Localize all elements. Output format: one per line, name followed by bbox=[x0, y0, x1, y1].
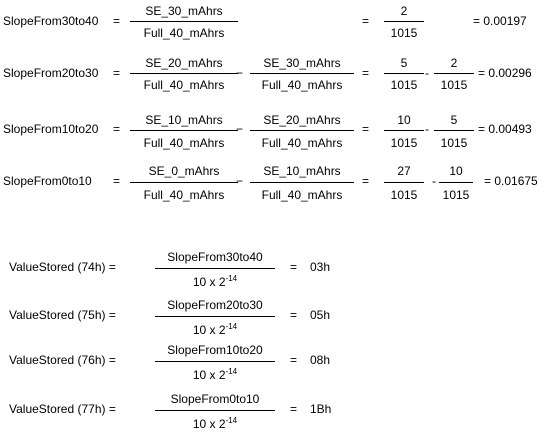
fraction-bar bbox=[384, 21, 424, 22]
fraction-bar bbox=[434, 73, 474, 74]
value-denominator: 1015 bbox=[440, 78, 468, 92]
minus-sign: - bbox=[432, 174, 436, 188]
stored-denominator: 10 x 2-14 bbox=[192, 274, 238, 289]
fraction-bar bbox=[384, 73, 424, 74]
fraction-bar bbox=[130, 21, 238, 22]
equals-sign: = bbox=[362, 14, 370, 28]
fraction-bar bbox=[434, 130, 474, 131]
fraction-bar bbox=[250, 130, 354, 131]
stored-denominator: 10 x 2-14 bbox=[192, 367, 238, 382]
value-numerator: 5 bbox=[400, 56, 408, 70]
value-denominator: 1015 bbox=[390, 26, 418, 40]
fraction-bar bbox=[439, 182, 473, 183]
equals-sign: = bbox=[290, 353, 298, 367]
fraction-bar bbox=[130, 130, 238, 131]
fraction-numerator: SE_20_mAhrs bbox=[145, 56, 223, 70]
slope-result: = 0.00197 bbox=[473, 14, 527, 28]
fraction-bar bbox=[155, 410, 275, 411]
equals-sign: = bbox=[362, 122, 370, 136]
slope-label: SlopeFrom0to10 bbox=[3, 174, 92, 188]
fraction-numerator: SE_10_mAhrs bbox=[145, 113, 223, 127]
fraction-denominator: Full_40_mAhrs bbox=[261, 136, 343, 150]
fraction-numerator: SE_0_mAhrs bbox=[148, 164, 220, 178]
minus-sign: − bbox=[236, 122, 244, 136]
stored-denominator: 10 x 2-14 bbox=[192, 322, 238, 337]
value-numerator: 5 bbox=[450, 113, 458, 127]
fraction-numerator: SE_10_mAhrs bbox=[263, 164, 341, 178]
slope-result: = 0.00493 bbox=[478, 122, 532, 136]
value-denominator: 1015 bbox=[390, 136, 418, 150]
equals-sign: = bbox=[290, 308, 298, 322]
minus-sign: − bbox=[236, 66, 244, 80]
equals-sign: = bbox=[362, 174, 370, 188]
exponent: -14 bbox=[225, 322, 238, 331]
minus-sign: - bbox=[425, 122, 429, 136]
minus-sign: − bbox=[236, 174, 244, 188]
equals-sign: = bbox=[113, 122, 121, 136]
value-denominator: 1015 bbox=[442, 188, 470, 202]
slope-label: SlopeFrom20to30 bbox=[3, 66, 99, 80]
stored-numerator: SlopeFrom0to10 bbox=[170, 392, 260, 406]
equals-sign: = bbox=[113, 66, 121, 80]
equals-sign: = bbox=[290, 402, 298, 416]
value-denominator: 1015 bbox=[390, 188, 418, 202]
value-numerator: 27 bbox=[397, 164, 411, 178]
fraction-bar bbox=[155, 361, 275, 362]
value-stored-label: ValueStored (77h) = bbox=[9, 402, 116, 416]
value-numerator: 10 bbox=[397, 113, 411, 127]
stored-numerator: SlopeFrom30to40 bbox=[167, 250, 263, 264]
fraction-denominator: Full_40_mAhrs bbox=[143, 188, 225, 202]
stored-denominator: 10 x 2-14 bbox=[192, 416, 238, 431]
value-stored-label: ValueStored (75h) = bbox=[9, 308, 116, 322]
value-numerator: 10 bbox=[449, 164, 463, 178]
fraction-numerator: SE_20_mAhrs bbox=[263, 113, 341, 127]
stored-value: 03h bbox=[310, 260, 331, 274]
slope-label: SlopeFrom10to20 bbox=[3, 122, 99, 136]
fraction-bar bbox=[250, 182, 354, 183]
stored-value: 05h bbox=[310, 308, 331, 322]
fraction-bar bbox=[384, 182, 424, 183]
fraction-denominator: Full_40_mAhrs bbox=[143, 136, 225, 150]
fraction-bar bbox=[130, 182, 238, 183]
value-denominator: 1015 bbox=[390, 78, 418, 92]
slope-result: = 0.01675 bbox=[484, 174, 538, 188]
equals-sign: = bbox=[113, 14, 121, 28]
fraction-denominator: Full_40_mAhrs bbox=[261, 188, 343, 202]
exponent: -14 bbox=[225, 367, 238, 376]
fraction-denominator: Full_40_mAhrs bbox=[261, 78, 343, 92]
stored-value: 08h bbox=[310, 353, 331, 367]
exponent: -14 bbox=[225, 416, 238, 425]
equals-sign: = bbox=[113, 174, 121, 188]
value-numerator: 2 bbox=[400, 4, 408, 18]
value-stored-label: ValueStored (74h) = bbox=[9, 260, 116, 274]
equals-sign: = bbox=[290, 260, 298, 274]
fraction-bar bbox=[155, 316, 275, 317]
fraction-denominator: Full_40_mAhrs bbox=[143, 78, 225, 92]
value-stored-label: ValueStored (76h) = bbox=[9, 353, 116, 367]
stored-numerator: SlopeFrom20to30 bbox=[167, 298, 263, 312]
fraction-bar bbox=[250, 73, 354, 74]
equals-sign: = bbox=[362, 66, 370, 80]
fraction-denominator: Full_40_mAhrs bbox=[143, 26, 225, 40]
fraction-numerator: SE_30_mAhrs bbox=[263, 56, 341, 70]
stored-numerator: SlopeFrom10to20 bbox=[167, 343, 263, 357]
fraction-bar bbox=[130, 73, 238, 74]
fraction-numerator: SE_30_mAhrs bbox=[145, 4, 223, 18]
value-numerator: 2 bbox=[450, 56, 458, 70]
slope-label: SlopeFrom30to40 bbox=[3, 14, 99, 28]
slope-result: = 0.00296 bbox=[478, 66, 532, 80]
stored-value: 1Bh bbox=[310, 402, 332, 416]
exponent: -14 bbox=[225, 274, 238, 283]
fraction-bar bbox=[155, 268, 275, 269]
minus-sign: - bbox=[425, 66, 429, 80]
value-denominator: 1015 bbox=[440, 136, 468, 150]
fraction-bar bbox=[384, 130, 424, 131]
